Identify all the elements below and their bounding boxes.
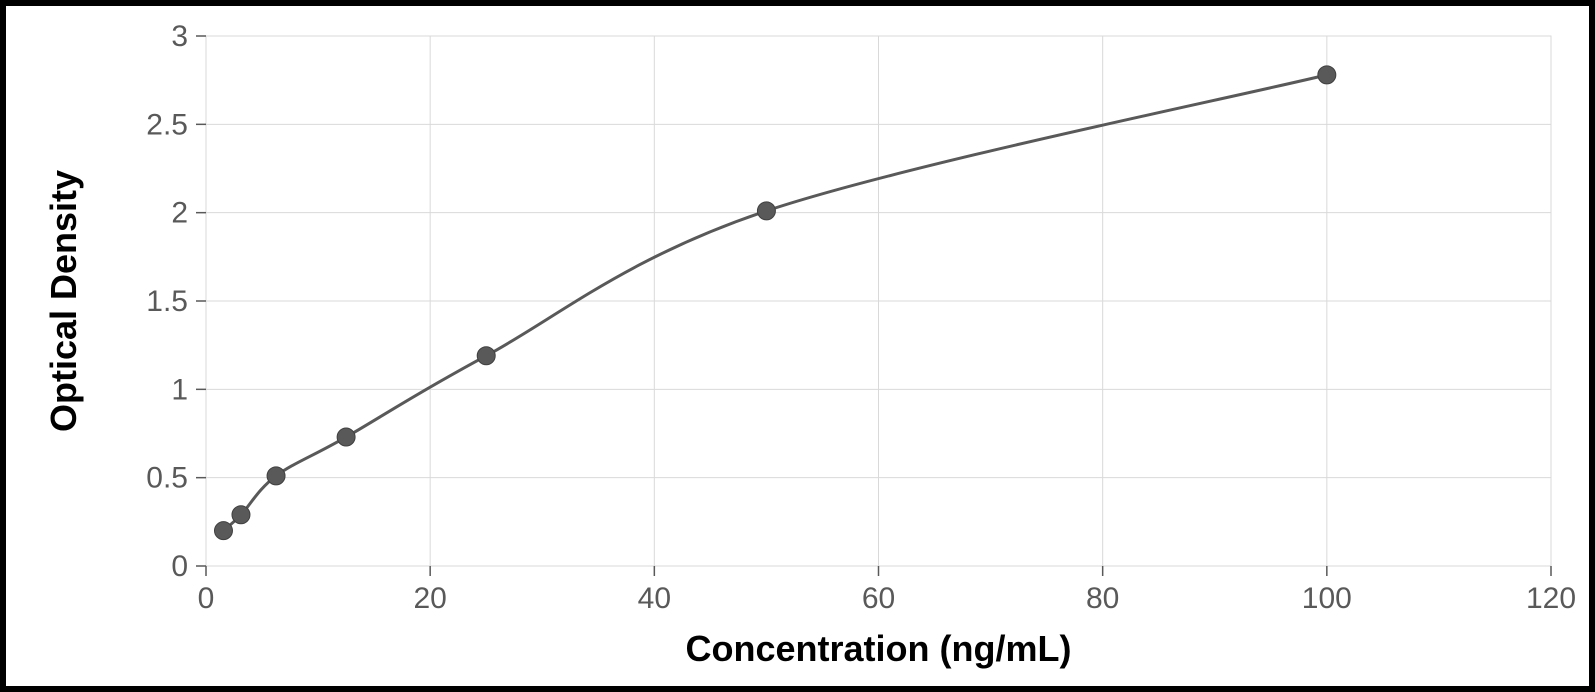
x-axis-label: Concentration (ng/mL) <box>686 628 1072 669</box>
x-tick-label: 120 <box>1526 582 1576 615</box>
y-tick-label: 0 <box>171 550 188 583</box>
x-tick-label: 100 <box>1302 582 1352 615</box>
y-tick-label: 0.5 <box>146 462 188 495</box>
y-tick-label: 2 <box>171 197 188 230</box>
y-tick-label: 2.5 <box>146 108 188 141</box>
x-tick-label: 20 <box>413 582 446 615</box>
data-point <box>757 202 775 220</box>
data-point <box>337 428 355 446</box>
x-tick-label: 60 <box>862 582 895 615</box>
x-tick-label: 0 <box>198 582 215 615</box>
data-point <box>267 467 285 485</box>
data-point <box>1318 66 1336 84</box>
data-point <box>214 522 232 540</box>
x-tick-label: 80 <box>1086 582 1119 615</box>
chart-frame: 0 20 40 60 80 100 120 0 0.5 1 1.5 2 2.5 3 Optical Dens… <box>0 0 1595 692</box>
x-tick-label: 40 <box>638 582 671 615</box>
chart-group: 0 20 40 60 80 100 120 0 0.5 1 1.5 2 2.5 3 Optical Dens… <box>43 20 1576 669</box>
y-tick-label: 3 <box>171 20 188 53</box>
data-point <box>232 506 250 524</box>
data-point <box>477 347 495 365</box>
chart-svg: 0 20 40 60 80 100 120 0 0.5 1 1.5 2 2.5 3 Optical Dens… <box>6 6 1589 686</box>
y-tick-label: 1 <box>171 373 188 406</box>
y-tick-label: 1.5 <box>146 285 188 318</box>
y-axis-label: Optical Density <box>43 170 84 432</box>
